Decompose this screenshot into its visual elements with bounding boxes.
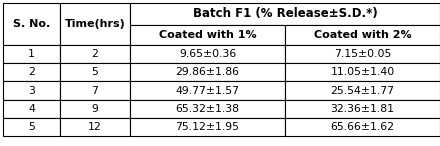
Text: 5: 5 (92, 67, 99, 77)
Text: 5: 5 (28, 122, 35, 132)
Bar (3, 100, 60, 118)
Text: 7: 7 (92, 86, 99, 95)
Text: 32.36±1.81: 32.36±1.81 (330, 104, 395, 114)
Bar (60, 118, 130, 136)
Text: 11.05±1.40: 11.05±1.40 (330, 67, 395, 77)
Bar (3, 118, 60, 136)
Bar (60, 81, 130, 100)
Bar (130, 100, 285, 118)
Bar (3, 81, 60, 100)
Text: 25.54±1.77: 25.54±1.77 (330, 86, 395, 95)
Text: 9.65±0.36: 9.65±0.36 (179, 49, 236, 59)
Bar (3, 45, 60, 63)
Text: 12: 12 (88, 122, 102, 132)
Text: Coated with 2%: Coated with 2% (314, 30, 411, 40)
Text: S. No.: S. No. (13, 19, 50, 29)
Text: Coated with 1%: Coated with 1% (159, 30, 257, 40)
Bar (130, 25, 285, 45)
Bar (60, 45, 130, 63)
Bar (285, 118, 440, 136)
Text: 49.77±1.57: 49.77±1.57 (176, 86, 239, 95)
Bar (285, 25, 440, 45)
Text: 65.66±1.62: 65.66±1.62 (330, 122, 395, 132)
Bar (285, 45, 440, 63)
Text: Batch F1 (% Release±S.D.*): Batch F1 (% Release±S.D.*) (193, 7, 378, 20)
Bar (130, 81, 285, 100)
Bar (3, 3, 60, 45)
Bar (130, 63, 285, 81)
Bar (60, 3, 130, 45)
Text: 29.86±1.86: 29.86±1.86 (176, 67, 239, 77)
Bar (285, 63, 440, 81)
Bar (285, 81, 440, 100)
Bar (285, 100, 440, 118)
Bar (3, 63, 60, 81)
Bar (60, 100, 130, 118)
Text: 4: 4 (28, 104, 35, 114)
Text: 65.32±1.38: 65.32±1.38 (176, 104, 239, 114)
Bar (60, 63, 130, 81)
Text: 2: 2 (28, 67, 35, 77)
Bar (130, 3, 440, 25)
Text: 7.15±0.05: 7.15±0.05 (334, 49, 391, 59)
Bar (130, 45, 285, 63)
Text: Time(hrs): Time(hrs) (65, 19, 125, 29)
Text: 75.12±1.95: 75.12±1.95 (176, 122, 239, 132)
Text: 2: 2 (92, 49, 99, 59)
Text: 9: 9 (92, 104, 99, 114)
Text: 3: 3 (28, 86, 35, 95)
Text: 1: 1 (28, 49, 35, 59)
Bar (130, 118, 285, 136)
